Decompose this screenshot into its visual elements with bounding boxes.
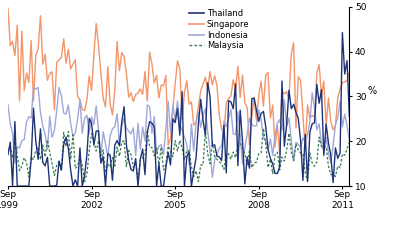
Singapore [168,137,173,140]
Thailand [177,134,182,136]
Thailand [347,115,352,118]
Y-axis label: %: % [367,86,376,96]
Line: Malaysia: Malaysia [8,128,349,182]
Indonesia [210,176,215,178]
Thailand [6,153,10,156]
Line: Indonesia: Indonesia [8,87,349,177]
Malaysia [217,160,222,163]
Malaysia [71,133,75,136]
Thailand [73,178,78,181]
Indonesia [73,132,78,134]
Singapore [277,153,282,155]
Indonesia [252,125,256,128]
Malaysia [261,127,266,130]
Thailand [170,118,175,120]
Thailand [10,185,15,188]
Singapore [71,63,75,66]
Malaysia [249,166,254,169]
Malaysia [347,141,352,143]
Singapore [29,39,34,42]
Indonesia [29,117,34,119]
Line: Thailand: Thailand [8,33,349,186]
Indonesia [6,103,10,106]
Thailand [340,31,345,34]
Malaysia [170,155,175,158]
Malaysia [6,153,10,155]
Indonesia [170,104,175,107]
Indonesia [347,139,352,142]
Thailand [249,97,254,100]
Legend: Thailand, Singapore, Indonesia, Malaysia: Thailand, Singapore, Indonesia, Malaysia [189,9,250,50]
Indonesia [177,123,182,126]
Singapore [215,84,220,87]
Singapore [347,71,352,74]
Indonesia [219,145,224,147]
Malaysia [29,156,34,158]
Thailand [217,156,222,158]
Line: Singapore: Singapore [8,8,349,154]
Singapore [6,7,10,10]
Singapore [175,59,180,62]
Malaysia [177,139,182,142]
Indonesia [36,86,40,89]
Malaysia [82,180,87,183]
Thailand [31,107,36,109]
Singapore [247,143,252,146]
